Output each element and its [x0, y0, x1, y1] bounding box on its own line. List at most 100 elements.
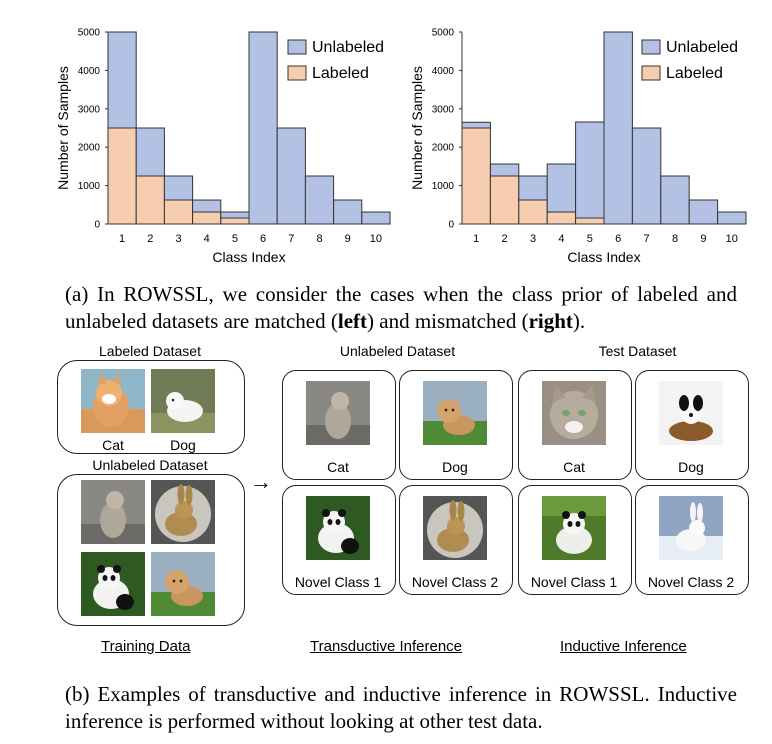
labeled-dog-label: Dog — [170, 437, 196, 453]
x-tick-label: 3 — [530, 233, 536, 245]
transductive-novel2-label: Novel Class 2 — [411, 574, 499, 590]
x-tick-label: 10 — [726, 233, 738, 245]
x-tick-label: 10 — [370, 233, 382, 245]
x-tick-label: 2 — [502, 233, 508, 245]
labeled-cat-label: Cat — [102, 437, 124, 453]
dog-image — [151, 369, 215, 433]
test-dataset-title: Test Dataset — [598, 343, 677, 359]
bar-unlabeled — [489, 163, 520, 177]
bar-unlabeled — [304, 175, 335, 225]
x-tick-label: 8 — [316, 233, 322, 245]
cat-image — [542, 381, 606, 445]
y-tick-label: 3000 — [78, 104, 101, 115]
bar-unlabeled — [220, 211, 250, 219]
y-tick-label: 0 — [94, 220, 100, 231]
bar-labeled — [135, 175, 165, 225]
inductive-inference-label: Inductive Inference — [560, 638, 687, 655]
bar-unlabeled — [660, 175, 690, 225]
y-tick-label: 0 — [448, 220, 454, 231]
inductive-novel1-label: Novel Class 1 — [530, 574, 618, 590]
x-tick-label: 6 — [615, 233, 621, 245]
y-tick-label: 2000 — [432, 143, 455, 154]
x-tick-label: 7 — [644, 233, 650, 245]
panda-image — [81, 552, 145, 616]
dog-image — [659, 381, 723, 445]
bar-unlabeled — [575, 121, 605, 219]
x-tick-label: 9 — [345, 233, 351, 245]
inductive-novel2-label: Novel Class 2 — [647, 574, 735, 590]
bar-unlabeled — [333, 199, 363, 225]
transductive-dog-label: Dog — [442, 459, 468, 475]
x-tick-label: 9 — [700, 233, 706, 245]
labeled-dataset-title: Labeled Dataset — [99, 343, 201, 359]
bar-unlabeled — [631, 127, 662, 225]
dog-image — [423, 381, 487, 445]
rabbit-image — [151, 480, 215, 544]
bar-unlabeled — [688, 199, 719, 225]
x-tick-label: 7 — [288, 233, 294, 245]
x-tick-label: 5 — [587, 233, 593, 245]
cat-image — [81, 480, 145, 544]
transductive-novel1-label: Novel Class 1 — [294, 574, 382, 590]
bar-labeled — [163, 199, 194, 225]
transductive-cat-label: Cat — [327, 459, 349, 475]
legend-swatch — [287, 39, 307, 55]
caption-a-right: right — [528, 309, 573, 333]
transductive-inference-label: Transductive Inference — [310, 638, 463, 655]
bar-unlabeled — [192, 199, 222, 213]
bar-unlabeled — [276, 127, 306, 225]
legend-swatch — [287, 65, 307, 81]
bar-labeled — [107, 127, 137, 225]
x-tick-label: 4 — [558, 233, 564, 245]
panda-image — [542, 496, 606, 560]
x-tick-label: 8 — [672, 233, 678, 245]
bar-unlabeled — [518, 175, 548, 201]
bar-unlabeled — [248, 31, 278, 225]
cat-image — [81, 369, 145, 433]
y-tick-label: 5000 — [432, 28, 455, 39]
x-axis-label: Class Index — [567, 249, 640, 265]
bar-unlabeled — [107, 31, 137, 129]
x-tick-label: 4 — [204, 233, 210, 245]
bar-unlabeled — [163, 175, 194, 201]
inductive-cat-label: Cat — [563, 459, 585, 475]
legend-label: Labeled — [312, 65, 369, 82]
bar-unlabeled — [717, 211, 747, 225]
panda-image — [306, 496, 370, 560]
y-tick-label: 4000 — [432, 66, 455, 77]
bar-unlabeled — [546, 163, 577, 213]
chart-mismatched: 1 2 3 4 5 6 7 8 9 10 0 1000 2000 3000 4000 5000 Class In… — [409, 28, 747, 265]
y-tick-label: 5000 — [78, 28, 101, 39]
arrow-icon: → — [250, 469, 272, 494]
dog-image — [151, 552, 215, 616]
bar-unlabeled — [135, 127, 165, 177]
y-tick-label: 3000 — [432, 104, 455, 115]
y-axis-label: Number of Samples — [55, 66, 71, 190]
bar-labeled — [220, 217, 250, 225]
y-tick-label: 1000 — [78, 181, 101, 192]
cat-image — [306, 381, 370, 445]
legend-swatch — [641, 65, 661, 81]
bar-unlabeled — [603, 31, 633, 225]
caption-b: (b) Examples of transductive and inducti… — [65, 682, 737, 733]
y-tick-label: 2000 — [78, 143, 101, 154]
bar-labeled — [575, 217, 605, 225]
x-tick-label: 3 — [175, 233, 181, 245]
bar-labeled — [192, 211, 222, 225]
x-axis-label: Class Index — [212, 249, 285, 265]
y-tick-label: 1000 — [432, 181, 455, 192]
legend-label: Unlabeled — [666, 39, 738, 56]
bar-labeled — [518, 199, 548, 225]
training-data-label: Training Data — [101, 638, 191, 655]
bar-labeled — [489, 175, 520, 225]
rabbit-image — [423, 496, 487, 560]
legend-label: Unlabeled — [312, 39, 384, 56]
bar-labeled — [461, 127, 491, 225]
y-tick-label: 4000 — [78, 66, 101, 77]
bar-unlabeled — [361, 211, 391, 225]
x-tick-label: 2 — [147, 233, 153, 245]
rabbit-image — [659, 496, 723, 560]
x-tick-label: 1 — [473, 233, 479, 245]
x-tick-label: 5 — [232, 233, 238, 245]
caption-a: (a) In ROWSSL, we consider the cases whe… — [65, 282, 737, 333]
